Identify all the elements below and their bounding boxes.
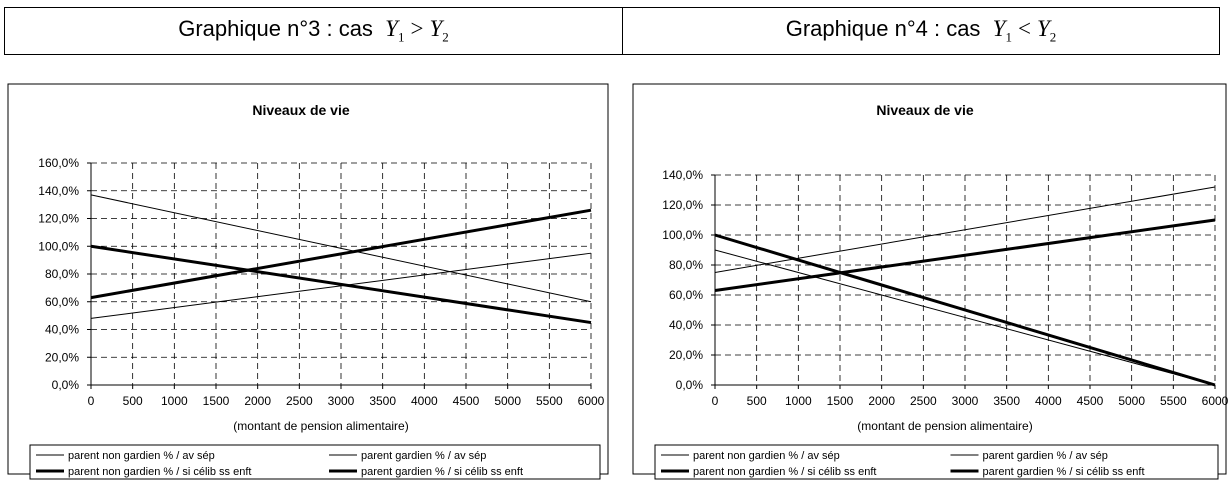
chart3-ytick-label: 80,0%	[45, 267, 79, 281]
chart3-legend-label: parent non gardien % / si célib ss enft	[68, 466, 251, 478]
chart4-xtick-label: 4000	[1035, 394, 1062, 408]
chart3-ytick-label: 20,0%	[45, 350, 79, 364]
chart4-legend-label: parent gardien % / av sép	[983, 450, 1108, 462]
chart4-xtick-label: 2500	[910, 394, 937, 408]
chart3-legend-box	[29, 444, 601, 480]
chart3-title: Niveaux de vie	[252, 102, 349, 118]
chart4-xtick-label: 3500	[993, 394, 1020, 408]
header-cell-chart4: Graphique n°4 : cas Y1 < Y2	[622, 7, 1220, 55]
chart4-legend-label: parent non gardien % / av sép	[693, 450, 840, 462]
chart3-xtick-label: 3500	[369, 394, 396, 408]
chart3-ytick-label: 0,0%	[52, 378, 80, 392]
chart3-series-line-4	[90, 208, 592, 300]
header-formula-chart4: Y1 < Y2	[992, 16, 1057, 45]
chart4-series-line-1	[714, 249, 1216, 386]
chart4-ytick-label: 140,0%	[662, 168, 703, 182]
chart3-ytick-label: 40,0%	[45, 323, 79, 337]
chart4-xtick-label: 5500	[1160, 394, 1187, 408]
chart4-frame	[632, 83, 1227, 475]
chart4-xtick-label: 0	[712, 394, 719, 408]
chart4-xtick-label: 5000	[1118, 394, 1145, 408]
chart3-series-line-3	[90, 244, 592, 325]
chart4-xtick-label: 1000	[785, 394, 812, 408]
chart4-series-line-4	[714, 218, 1216, 292]
chart4-xtick-label: 3000	[952, 394, 979, 408]
chart4-xtick-label: 500	[747, 394, 767, 408]
chart3-x-label: (montant de pension alimentaire)	[233, 419, 408, 433]
chart3-xtick-label: 4000	[411, 394, 438, 408]
header-title-chart4: Graphique n°4 : cas	[785, 16, 981, 42]
chart4-ytick-label: 40,0%	[669, 318, 703, 332]
chart3-ytick-label: 160,0%	[38, 156, 79, 170]
chart4-ytick-label: 100,0%	[662, 228, 703, 242]
chart3-xtick-label: 5000	[494, 394, 521, 408]
chart4-legend-box	[654, 444, 1219, 480]
chart3-legend-label: parent gardien % / av sép	[361, 450, 486, 462]
chart4-title: Niveaux de vie	[876, 102, 973, 118]
chart3-ytick-label: 100,0%	[38, 239, 79, 253]
chart4-xtick-label: 4500	[1077, 394, 1104, 408]
chart4-xtick-label: 6000	[1202, 394, 1228, 408]
chart3-series-line-1	[90, 194, 592, 303]
chart4-x-label: (montant de pension alimentaire)	[857, 419, 1032, 433]
chart3-xtick-label: 5500	[536, 394, 563, 408]
chart3-legend-label: parent gardien % / si célib ss enft	[361, 466, 523, 478]
chart3-xtick-label: 2000	[244, 394, 271, 408]
chart4-xtick-label: 2000	[868, 394, 895, 408]
chart3-ytick-label: 60,0%	[45, 295, 79, 309]
chart4-ytick-label: 80,0%	[669, 258, 703, 272]
chart4-ytick-label: 60,0%	[669, 288, 703, 302]
chart3-xtick-label: 0	[88, 394, 95, 408]
chart3-xtick-label: 3000	[328, 394, 355, 408]
chart4-ytick-label: 120,0%	[662, 198, 703, 212]
chart3-ytick-label: 120,0%	[38, 212, 79, 226]
chart3-ytick-label: 140,0%	[38, 184, 79, 198]
chart3-xtick-label: 4500	[453, 394, 480, 408]
chart4-legend-label: parent gardien % / si célib ss enft	[983, 466, 1145, 478]
chart3-xtick-label: 1500	[203, 394, 230, 408]
chart3-xtick-label: 2500	[286, 394, 313, 408]
chart4-ytick-label: 20,0%	[669, 348, 703, 362]
chart4-ytick-label: 0,0%	[676, 378, 704, 392]
header-formula-chart3: Y1 > Y2	[385, 16, 449, 45]
chart3-legend-label: parent non gardien % / av sép	[68, 450, 215, 462]
chart3-xtick-label: 6000	[578, 394, 605, 408]
chart4-series-line-2	[714, 186, 1216, 273]
chart4-legend-label: parent non gardien % / si célib ss enft	[693, 466, 876, 478]
chart4-series-line-3	[714, 233, 1216, 387]
header-table: Graphique n°3 : cas Y1 > Y2 Graphique n°4 …	[4, 7, 1220, 55]
header-title-chart3: Graphique n°3 : cas	[178, 16, 373, 42]
chart3-xtick-label: 500	[123, 394, 143, 408]
chart4-xtick-label: 1500	[827, 394, 854, 408]
chart3-xtick-label: 1000	[161, 394, 188, 408]
header-cell-chart3: Graphique n°3 : cas Y1 > Y2	[4, 7, 623, 55]
